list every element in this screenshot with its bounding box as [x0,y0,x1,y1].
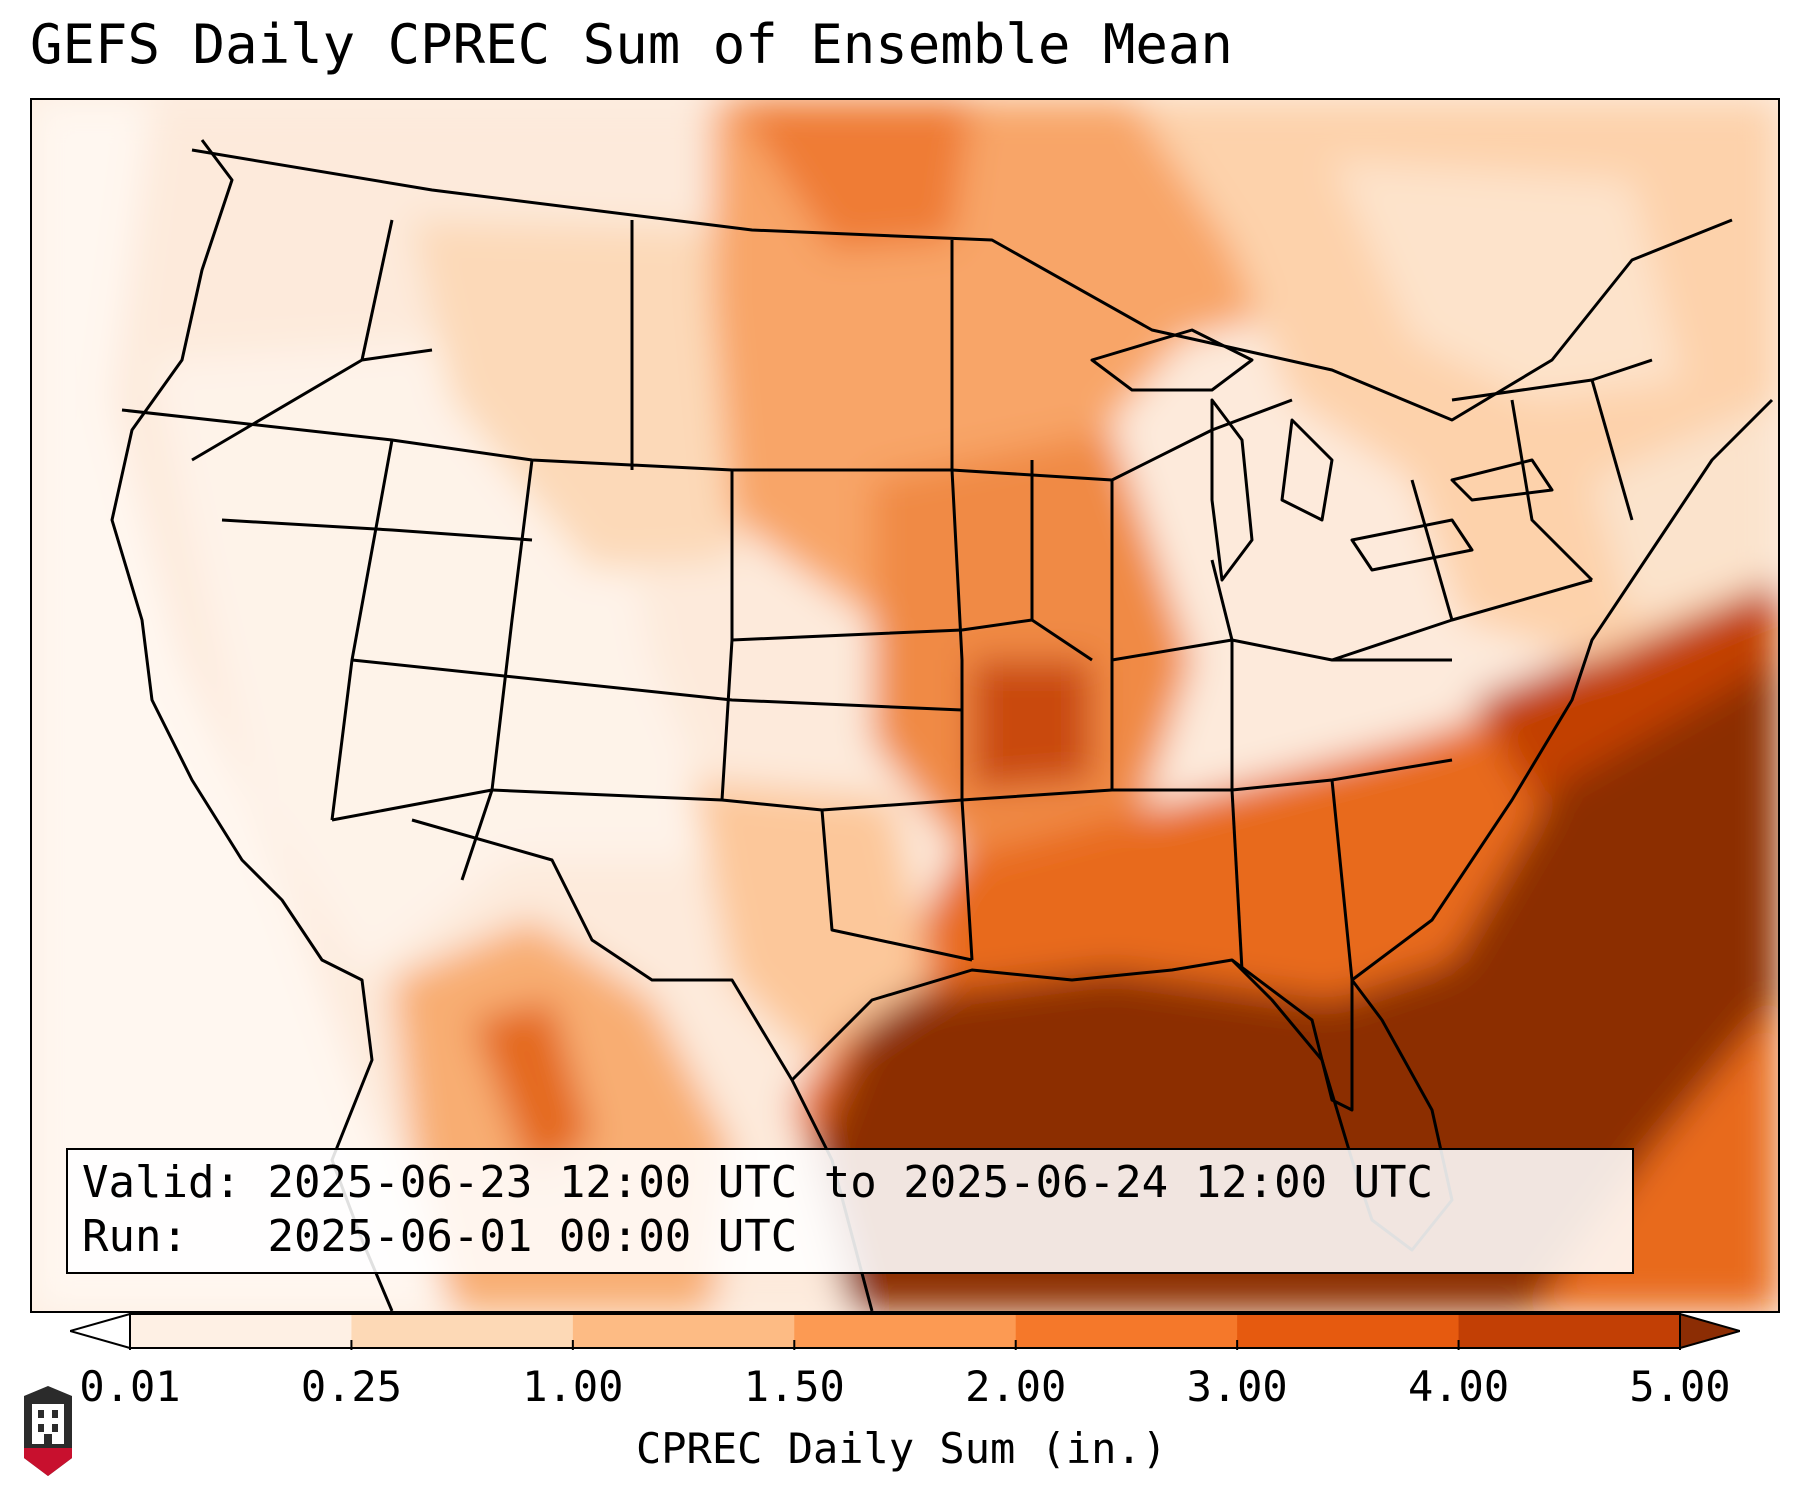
colorbar-segment [1237,1314,1460,1348]
colorbar-tick-label: 4.00 [1407,1362,1510,1411]
colorbar-label: CPREC Daily Sum (in.) [635,1424,1167,1473]
page-title: GEFS Daily CPREC Sum of Ensemble Mean [30,13,1233,76]
precip-map [32,100,1778,1311]
precip-shading [32,100,1778,1311]
colorbar-tick-label: 0.25 [300,1362,402,1411]
colorbar-segment [572,1314,795,1348]
colorbar-tick-label: 1.50 [743,1362,845,1411]
valid-value: 2025-06-23 12:00 UTC to 2025-06-24 12:00… [267,1157,1434,1208]
colorbar-tick-label: 5.00 [1629,1362,1731,1411]
colorbar [70,1312,1740,1350]
colorbar-over-arrow [1679,1312,1740,1350]
colorbar-segment [1458,1314,1681,1348]
colorbar-tick-label: 3.00 [1186,1362,1288,1411]
colorbar-tick-label: 1.00 [522,1362,624,1411]
colorbar-segment [351,1314,574,1348]
state-boundaries [110,139,1774,1311]
colorbar-segment [130,1314,352,1348]
valid-run-info-box: Valid: 2025-06-23 12:00 UTC to 2025-06-2… [66,1148,1634,1274]
valid-label: Valid: [82,1157,241,1208]
colorbar-under-arrow [70,1312,131,1350]
map-panel [30,98,1780,1313]
colorbar-tick-label: 2.00 [965,1362,1067,1411]
colorbar-segment [794,1314,1017,1348]
colorbar-outline [129,1313,1681,1349]
niu-logo-icon [24,1386,72,1476]
colorbar-tick-label: 0.01 [79,1362,181,1411]
colorbar-segment [1015,1314,1238,1348]
run-value: 2025-06-01 00:00 UTC [267,1211,798,1262]
run-label: Run: [82,1211,188,1262]
